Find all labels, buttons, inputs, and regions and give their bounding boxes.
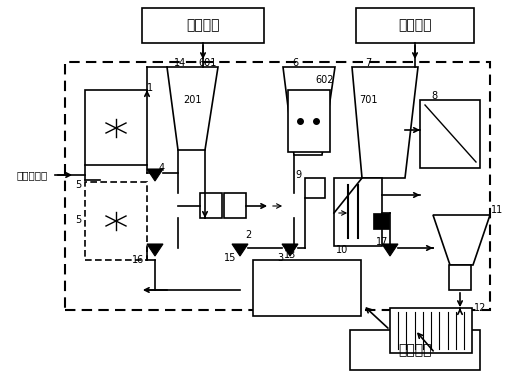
Text: 4: 4 (159, 163, 165, 173)
Text: 5: 5 (75, 215, 81, 225)
Text: 17: 17 (376, 237, 388, 247)
Bar (85, 182, 147, 260)
Bar (200, 193, 222, 218)
Polygon shape (147, 169, 163, 181)
Text: 自控系统: 自控系统 (186, 18, 220, 32)
Bar (65, 62, 490, 310)
Bar (288, 90, 330, 152)
Text: 污泥或废水: 污泥或废水 (16, 170, 48, 180)
Text: 3: 3 (277, 253, 283, 263)
Text: 7: 7 (365, 58, 371, 68)
Text: 9: 9 (295, 170, 301, 180)
Bar (85, 90, 147, 165)
Bar (390, 308, 472, 353)
Polygon shape (382, 244, 398, 256)
Bar (305, 178, 325, 198)
Text: 2: 2 (245, 230, 251, 240)
Bar (224, 193, 246, 218)
Text: 5: 5 (75, 180, 81, 190)
Bar (373, 213, 389, 229)
Bar (449, 265, 471, 290)
Bar (253, 260, 361, 316)
Polygon shape (147, 244, 163, 256)
Text: 602: 602 (316, 75, 334, 85)
Polygon shape (282, 244, 298, 256)
Text: 13: 13 (284, 250, 296, 260)
Polygon shape (232, 244, 248, 256)
Text: 201: 201 (183, 95, 201, 105)
Text: 701: 701 (359, 95, 377, 105)
Text: 10: 10 (336, 245, 348, 255)
Text: 干泥堆场: 干泥堆场 (398, 343, 432, 357)
Text: 8: 8 (431, 91, 437, 101)
Text: 11: 11 (491, 205, 503, 215)
Bar (356, 8, 474, 43)
Text: 16: 16 (132, 255, 144, 265)
Bar (142, 8, 264, 43)
Text: 14: 14 (174, 58, 186, 68)
Polygon shape (352, 67, 418, 178)
Polygon shape (433, 215, 490, 265)
Bar (334, 178, 382, 246)
Text: 1: 1 (147, 83, 153, 93)
Text: 15: 15 (224, 253, 236, 263)
Text: 12: 12 (474, 303, 486, 313)
Polygon shape (283, 67, 335, 155)
Bar (350, 330, 480, 370)
Polygon shape (167, 67, 218, 150)
Text: 通风装置: 通风装置 (398, 18, 432, 32)
Bar (420, 100, 480, 168)
Text: 6: 6 (292, 58, 298, 68)
Text: 601: 601 (199, 58, 217, 68)
